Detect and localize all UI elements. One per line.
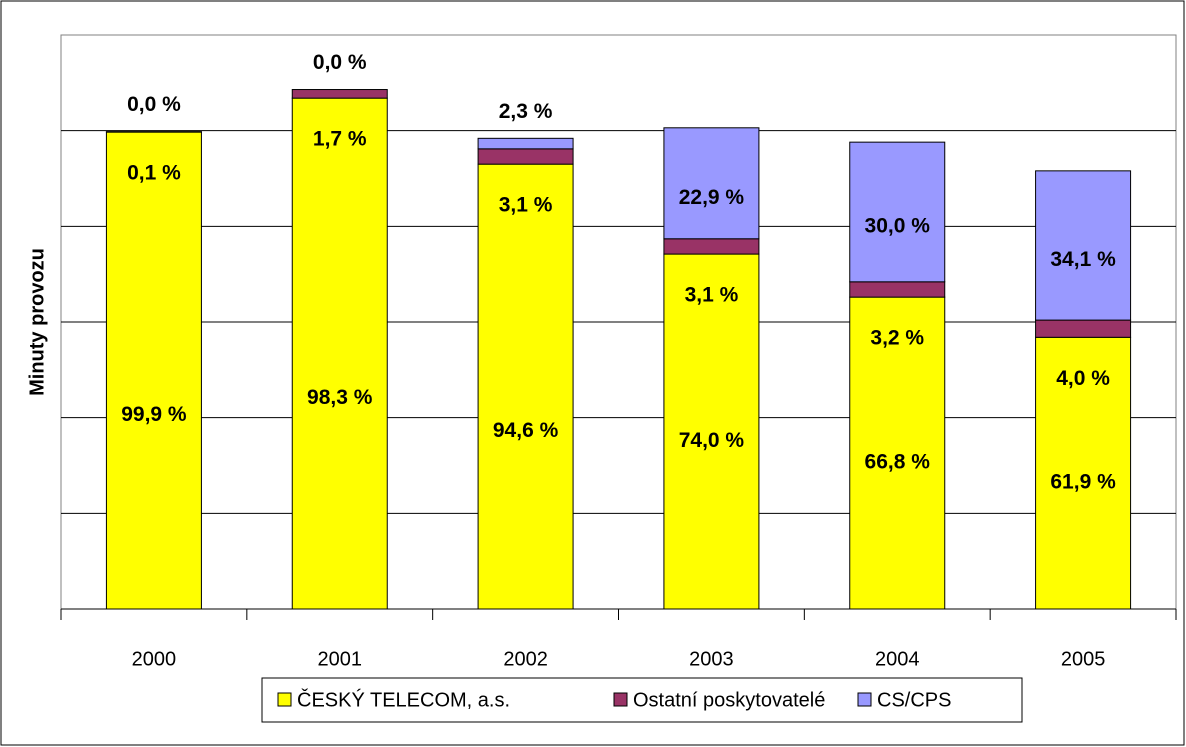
value-label: 61,9 % (1050, 471, 1116, 494)
value-label: 3,2 % (870, 327, 924, 350)
value-label: 2,3 % (499, 100, 553, 123)
bar-segment (1035, 170, 1132, 321)
bar-segment (477, 148, 574, 165)
value-label: 74,0 % (679, 429, 745, 452)
x-tick-label: 2002 (503, 648, 548, 670)
bar-segment (477, 137, 574, 150)
value-label: 34,1 % (1050, 248, 1116, 271)
bar-segment (291, 97, 388, 610)
bar-segment (1035, 336, 1132, 610)
bar-segment (291, 89, 388, 99)
value-label: 0,0 % (313, 51, 367, 74)
bar-segment (663, 127, 760, 240)
x-tick-label: 2003 (689, 648, 734, 670)
legend-swatch (613, 692, 628, 707)
value-label: 66,8 % (865, 451, 931, 474)
bar-segment (663, 253, 760, 610)
bar-segment (849, 281, 946, 298)
value-label: 94,6 % (493, 419, 559, 442)
bar-segment (477, 163, 574, 610)
legend-swatch (277, 692, 292, 707)
bar-segment (849, 296, 946, 610)
bar-segment (849, 141, 946, 283)
x-tick-label: 2000 (132, 648, 177, 670)
value-label: 0,0 % (127, 93, 181, 116)
value-label: 0,1 % (127, 162, 181, 185)
value-label: 22,9 % (679, 186, 745, 209)
bar-segment (105, 131, 202, 610)
value-label: 30,0 % (865, 215, 931, 238)
value-label: 4,0 % (1056, 367, 1110, 390)
x-tick-label: 2005 (1061, 648, 1106, 670)
value-label: 98,3 % (307, 386, 373, 409)
value-label: 1,7 % (313, 128, 367, 151)
legend-label: Ostatní poskytovatelé (633, 689, 825, 711)
legend-label: ČESKÝ TELECOM, a.s. (297, 688, 510, 711)
legend-box (261, 677, 1023, 723)
legend-label: CS/CPS (877, 689, 951, 711)
x-tick-label: 2004 (875, 648, 920, 670)
legend-swatch (857, 692, 872, 707)
value-label: 3,1 % (685, 284, 739, 307)
bar-segment (1035, 319, 1132, 338)
y-axis-label: Minuty provozu (26, 248, 48, 396)
value-label: 99,9 % (121, 403, 187, 426)
bar-segment (663, 238, 760, 255)
value-label: 3,1 % (499, 194, 553, 217)
x-tick-label: 2001 (318, 648, 363, 670)
